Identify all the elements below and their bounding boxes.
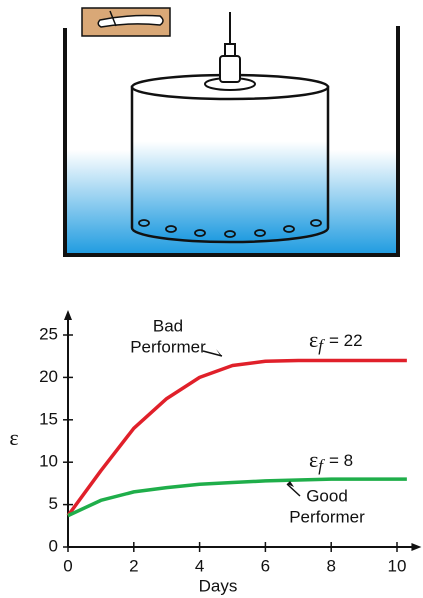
annotation-arrow [202, 350, 223, 357]
holes [138, 219, 322, 238]
annotation: Good [306, 486, 348, 505]
x-tick-label: 4 [195, 556, 204, 575]
annotation-arrow [286, 483, 301, 497]
x-axis-label: Days [199, 576, 238, 595]
tank [63, 26, 400, 257]
chart: 0 2 4 6 8 10 0 5 10 15 20 25 Days ε Bad Performer Good Pe… [9, 310, 422, 595]
final-label: εf = 8 [309, 447, 353, 475]
line-series [67, 477, 407, 518]
x-tick-label: 2 [129, 556, 138, 575]
y-tick-label: 10 [39, 452, 58, 471]
y-tick-label: 15 [39, 409, 58, 428]
apparatus-diagram [63, 7, 400, 257]
worm [97, 14, 164, 28]
line-series [66, 358, 407, 517]
y-axis-arrow [64, 310, 72, 321]
y-axis-label: ε [9, 425, 18, 450]
final-value: = 22 [329, 331, 363, 350]
y-tick-label: 5 [49, 494, 58, 513]
annotation: Bad [153, 316, 183, 335]
x-axis-arrow [411, 543, 422, 551]
epsilon: ε [309, 447, 318, 472]
final-value: = 8 [329, 451, 353, 470]
x-tick-label: 10 [388, 556, 407, 575]
final-label: εf = 22 [309, 327, 363, 355]
annotation: Performer [289, 507, 365, 526]
worm-mark [109, 10, 117, 27]
x-tick-label: 8 [326, 556, 335, 575]
cylinder [130, 85, 330, 244]
annotation: Performer [130, 337, 206, 356]
probe [204, 12, 256, 91]
y-tick-label: 0 [49, 536, 58, 555]
epsilon: ε [309, 327, 318, 352]
subscript: f [318, 336, 325, 355]
subscript: f [318, 456, 325, 475]
arrow-head [287, 481, 294, 487]
x-tick-label: 0 [63, 556, 72, 575]
arrow-head [216, 349, 222, 356]
y-tick-label: 25 [39, 324, 58, 343]
x-tick-label: 6 [261, 556, 270, 575]
y-tick-label: 20 [39, 367, 58, 386]
